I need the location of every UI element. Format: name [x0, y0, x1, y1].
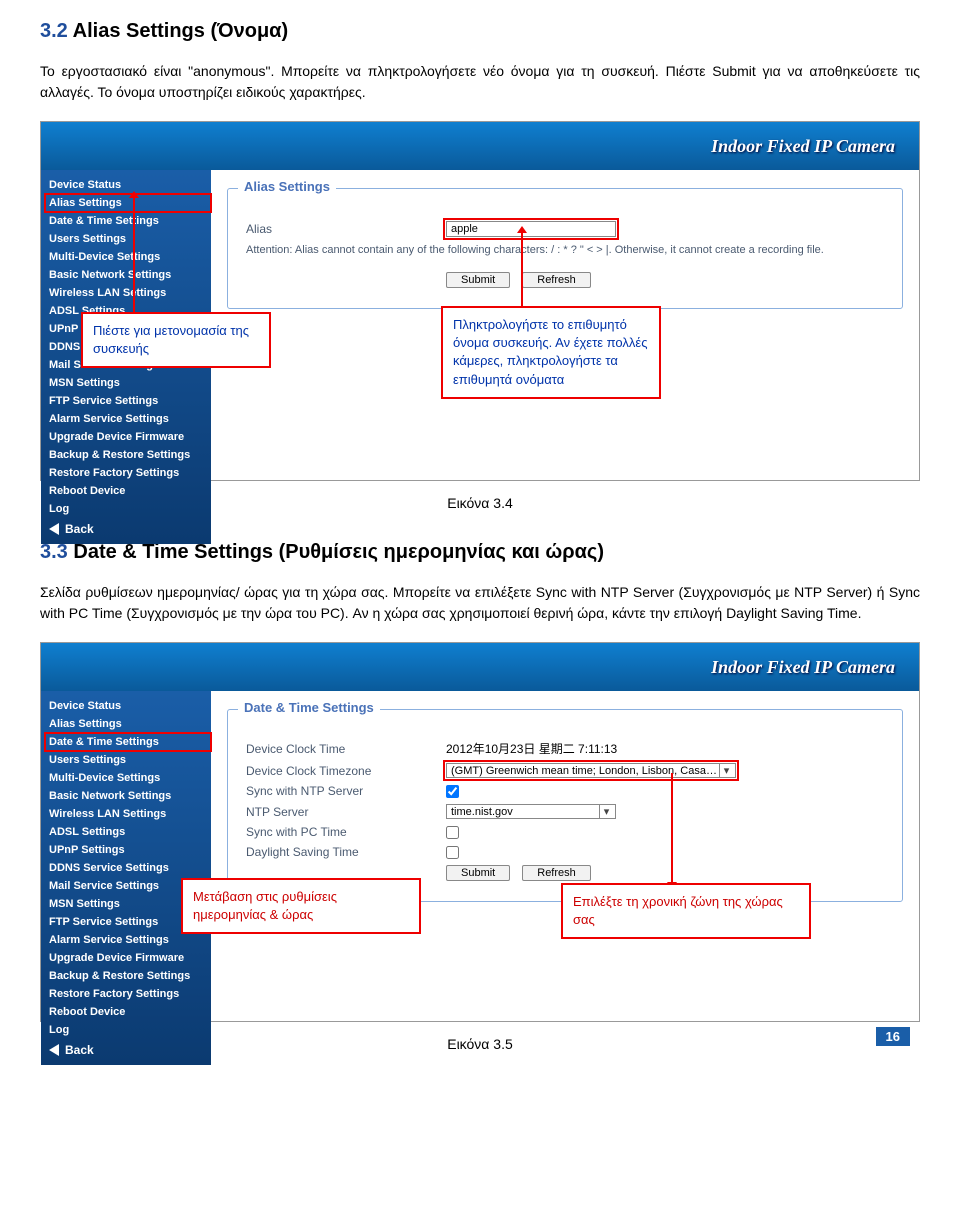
arrow-right-1: [521, 232, 523, 306]
banner-title: Indoor Fixed IP Camera: [711, 657, 895, 678]
heading-3-3: 3.3 Date & Time Settings (Ρυθμίσεις ημερ…: [40, 541, 920, 564]
banner: Indoor Fixed IP Camera: [41, 122, 919, 170]
pc-sync-checkbox[interactable]: [446, 826, 459, 839]
legend: Alias Settings: [238, 179, 336, 194]
sidebar-item[interactable]: Backup & Restore Settings: [45, 446, 211, 464]
back-button[interactable]: Back: [45, 518, 211, 538]
arrow-right-2: [671, 773, 673, 883]
ntp-server-select[interactable]: time.nist.gov ▾: [446, 804, 616, 819]
sidebar-item[interactable]: Alias Settings: [45, 194, 211, 212]
sidebar-item[interactable]: Wireless LAN Settings: [45, 805, 211, 823]
alias-fieldset: Alias Settings Alias Attention: Alias ca…: [227, 188, 903, 309]
clock-label: Device Clock Time: [246, 742, 446, 756]
sidebar-item[interactable]: Restore Factory Settings: [45, 985, 211, 1003]
page-number: 16: [876, 1027, 910, 1046]
callout-left-2: Μετάβαση στις ρυθμίσεις ημερομηνίας & ώρ…: [181, 878, 421, 934]
chevron-down-icon: ▾: [719, 764, 733, 777]
sidebar-item[interactable]: Backup & Restore Settings: [45, 967, 211, 985]
sidebar-item[interactable]: ADSL Settings: [45, 823, 211, 841]
sidebar-item[interactable]: Log: [45, 500, 211, 518]
back-arrow-icon: [49, 1044, 59, 1056]
heading-number: 3.2: [40, 20, 68, 42]
sidebar-item[interactable]: Upgrade Device Firmware: [45, 949, 211, 967]
ntp-sync-checkbox[interactable]: [446, 785, 459, 798]
sidebar-item[interactable]: Restore Factory Settings: [45, 464, 211, 482]
refresh-button[interactable]: Refresh: [522, 272, 591, 288]
sidebar-item[interactable]: Basic Network Settings: [45, 787, 211, 805]
sidebar-item[interactable]: Users Settings: [45, 230, 211, 248]
submit-button[interactable]: Submit: [446, 865, 510, 881]
sidebar-item[interactable]: Users Settings: [45, 751, 211, 769]
callout-right-2: Επιλέξτε τη χρονική ζώνη της χώρας σας: [561, 883, 811, 939]
sidebar-item[interactable]: Log: [45, 1021, 211, 1039]
refresh-button[interactable]: Refresh: [522, 865, 591, 881]
tz-select[interactable]: (GMT) Greenwich mean time; London, Lisbo…: [446, 763, 736, 778]
screenshot-datetime: Indoor Fixed IP Camera Device StatusAlia…: [40, 642, 920, 1022]
sidebar-item[interactable]: UPnP Settings: [45, 841, 211, 859]
back-label: Back: [65, 1043, 94, 1057]
heading-title: Alias Settings (Όνομα): [73, 20, 289, 42]
ntp-sync-label: Sync with NTP Server: [246, 784, 446, 798]
submit-button[interactable]: Submit: [446, 272, 510, 288]
sidebar-item[interactable]: DDNS Service Settings: [45, 859, 211, 877]
heading-3-2: 3.2 Alias Settings (Όνομα): [40, 20, 920, 43]
sidebar-item[interactable]: Date & Time Settings: [45, 733, 211, 751]
pc-sync-label: Sync with PC Time: [246, 825, 446, 839]
sidebar-item[interactable]: Device Status: [45, 697, 211, 715]
clock-value: 2012年10月23日 星期二 7:11:13: [446, 740, 617, 757]
banner-title: Indoor Fixed IP Camera: [711, 136, 895, 157]
sidebar-item[interactable]: Wireless LAN Settings: [45, 284, 211, 302]
sidebar-item[interactable]: Alarm Service Settings: [45, 410, 211, 428]
back-label: Back: [65, 522, 94, 536]
sidebar-item[interactable]: Device Status: [45, 176, 211, 194]
sidebar-item[interactable]: Multi-Device Settings: [45, 248, 211, 266]
sidebar-item[interactable]: FTP Service Settings: [45, 392, 211, 410]
alias-label: Alias: [246, 222, 446, 236]
sidebar-item[interactable]: Reboot Device: [45, 482, 211, 500]
arrow-left-1: [133, 197, 135, 312]
para-3-2: Το εργοστασιακό είναι "anonymous". Μπορε…: [40, 61, 920, 103]
sidebar-item[interactable]: MSN Settings: [45, 374, 211, 392]
sidebar-item[interactable]: Upgrade Device Firmware: [45, 428, 211, 446]
heading-title: Date & Time Settings (Ρυθμίσεις ημερομην…: [73, 541, 604, 563]
chevron-down-icon: ▾: [599, 805, 613, 818]
sidebar-item[interactable]: Basic Network Settings: [45, 266, 211, 284]
back-button[interactable]: Back: [45, 1039, 211, 1059]
dst-label: Daylight Saving Time: [246, 845, 446, 859]
screenshot-alias: Indoor Fixed IP Camera Device StatusAlia…: [40, 121, 920, 481]
banner: Indoor Fixed IP Camera: [41, 643, 919, 691]
tz-label: Device Clock Timezone: [246, 764, 446, 778]
sidebar-item[interactable]: Alias Settings: [45, 715, 211, 733]
dst-checkbox[interactable]: [446, 846, 459, 859]
sidebar-item[interactable]: Multi-Device Settings: [45, 769, 211, 787]
callout-left-1: Πιέστε για μετονομασία της συσκευής: [81, 312, 271, 368]
datetime-fieldset: Date & Time Settings Device Clock Time 2…: [227, 709, 903, 902]
sidebar-item[interactable]: Date & Time Settings: [45, 212, 211, 230]
ntp-server-label: NTP Server: [246, 805, 446, 819]
attention-text: Attention: Alias cannot contain any of t…: [246, 243, 884, 258]
callout-right-1: Πληκτρολογήστε το επιθυμητό όνομα συσκευ…: [441, 306, 661, 399]
alias-input[interactable]: [446, 221, 616, 237]
para-3-3: Σελίδα ρυθμίσεων ημερομηνίας/ ώρας για τ…: [40, 582, 920, 624]
back-arrow-icon: [49, 523, 59, 535]
heading-number: 3.3: [40, 541, 68, 563]
legend: Date & Time Settings: [238, 700, 380, 715]
sidebar-item[interactable]: Reboot Device: [45, 1003, 211, 1021]
